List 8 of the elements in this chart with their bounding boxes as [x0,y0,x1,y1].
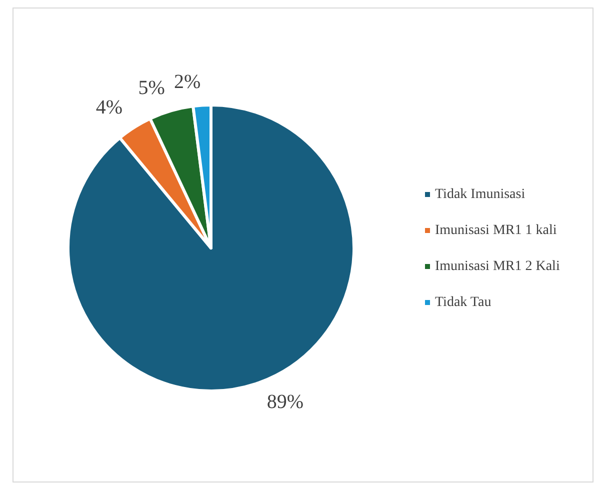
data-label: 89% [266,390,304,413]
data-label: 2% [174,70,201,93]
data-label: 4% [96,96,123,118]
legend-label: Imunisasi MR1 1 kali [435,223,557,238]
data-label: 5% [138,77,165,100]
legend-label: Imunisasi MR1 2 Kali [435,259,560,274]
legend-label: Tidak Imunisasi [435,187,526,202]
legend-label: Tidak Tau [435,295,492,310]
